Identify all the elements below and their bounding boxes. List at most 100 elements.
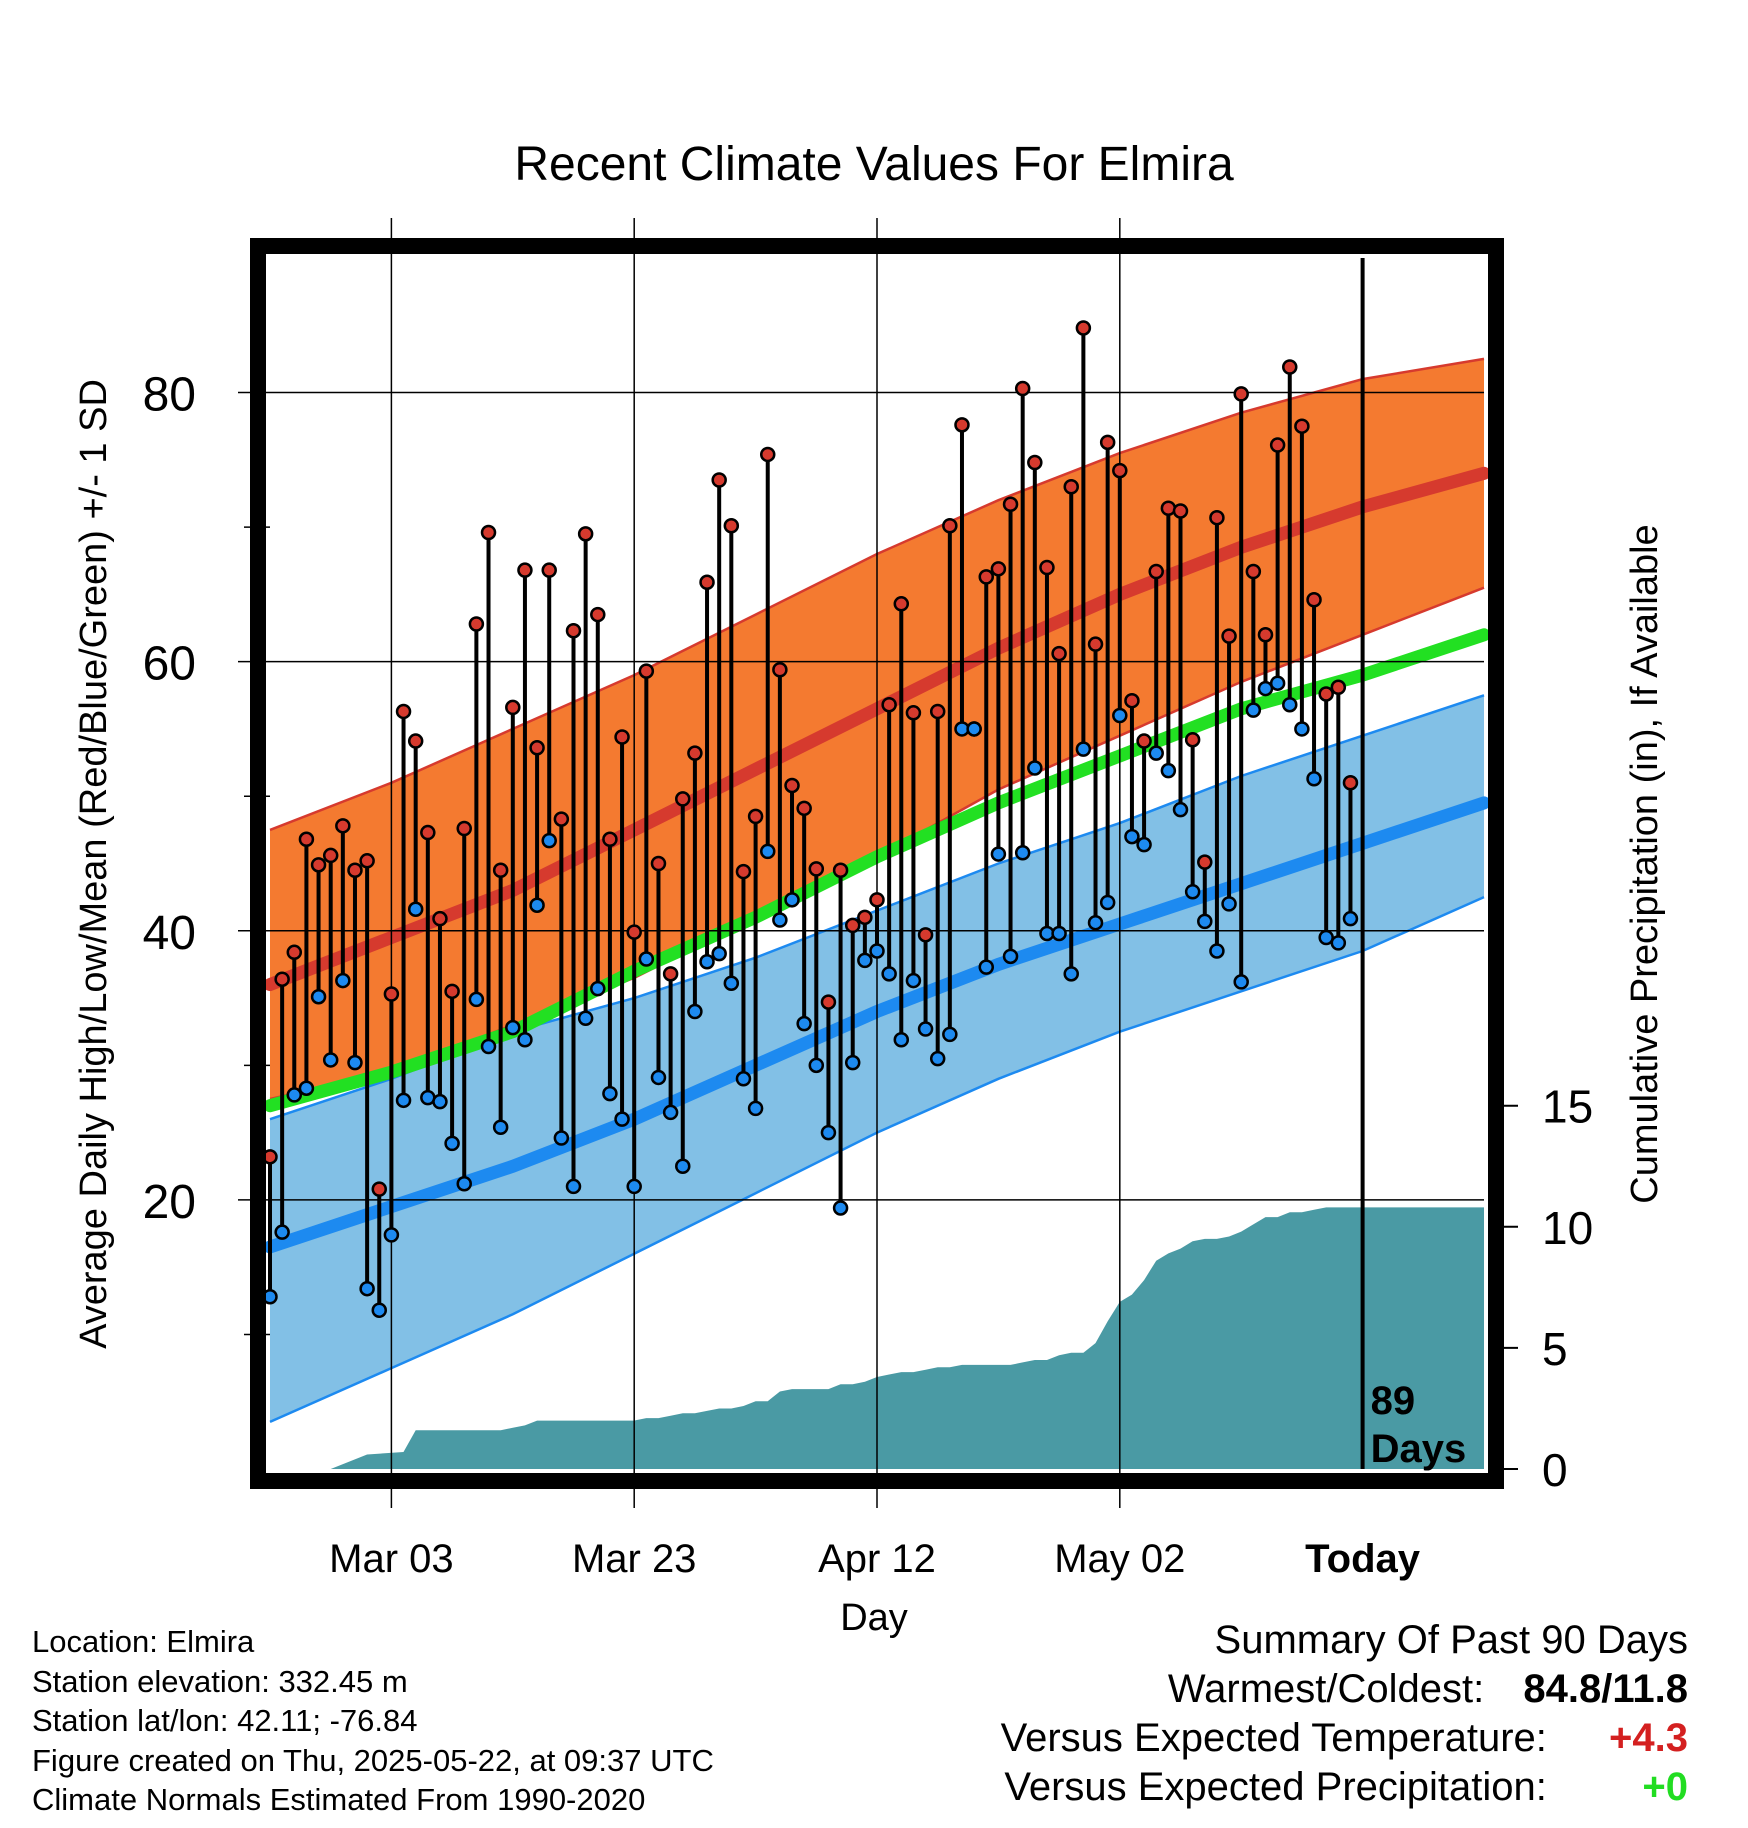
daily-low-marker (517, 1032, 533, 1048)
daily-low-marker (1124, 828, 1140, 845)
x-tick-label: Mar 03 (329, 1537, 454, 1581)
daily-low-marker (553, 1130, 570, 1146)
daily-low-marker (1087, 914, 1104, 931)
daily-low-marker (1148, 745, 1164, 761)
daily-high-marker (322, 847, 339, 864)
daily-high-marker (1075, 320, 1092, 336)
daily-high-marker (1330, 679, 1347, 695)
daily-low-marker (395, 1092, 412, 1109)
daily-low-marker (407, 901, 424, 917)
daily-high-marker (1221, 628, 1237, 644)
created-text: Figure created on Thu, 2025-05-22, at 09… (32, 1742, 714, 1778)
daily-high-marker (383, 986, 400, 1002)
daily-high-marker (735, 863, 752, 880)
daily-high-marker (395, 703, 412, 720)
y-tick-label-left: 20 (143, 1176, 196, 1229)
warmest-coldest-label: Warmest/Coldest: (1167, 1667, 1485, 1711)
daily-low-marker (480, 1038, 497, 1055)
daily-low-marker (298, 1080, 315, 1096)
daily-high-marker (954, 417, 970, 433)
daily-low-marker (590, 980, 606, 997)
location-text: Location: Elmira (32, 1624, 255, 1659)
today-days-label: 89 (1371, 1379, 1416, 1423)
daily-low-marker (602, 1085, 618, 1102)
daily-low-marker (614, 1111, 630, 1127)
daily-high-marker (517, 562, 533, 578)
daily-high-marker (614, 729, 630, 745)
daily-high-marker (1184, 731, 1201, 748)
plot-frame (250, 238, 1504, 1489)
daily-low-marker (905, 972, 922, 989)
daily-high-marker (420, 824, 436, 841)
precip-row: Versus Expected Precipitation: +0 (1001, 1763, 1688, 1812)
daily-low-marker (723, 975, 740, 992)
daily-high-marker (565, 622, 582, 639)
daily-high-marker (784, 777, 800, 794)
daily-low-marker (1318, 929, 1334, 946)
normals-text: Climate Normals Estimated From 1990-2020 (32, 1782, 646, 1817)
temp-label: Versus Expected Temperature: (1000, 1716, 1547, 1760)
daily-low-marker (468, 991, 485, 1008)
coldest-value: 11.8 (1612, 1667, 1688, 1711)
daily-low-marker (1342, 910, 1359, 927)
daily-low-marker (1282, 696, 1298, 713)
daily-low-marker (505, 1019, 521, 1036)
daily-low-marker (1209, 943, 1225, 959)
daily-low-marker (1160, 762, 1177, 779)
y-tick-label-right: 15 (1542, 1081, 1593, 1133)
daily-high-marker (456, 820, 472, 837)
daily-low-marker (1172, 801, 1189, 818)
daily-low-marker (820, 1124, 837, 1141)
warmest-value: 84.8 (1523, 1667, 1602, 1711)
daily-high-marker (881, 696, 897, 713)
daily-high-marker (990, 561, 1007, 577)
x-axis-label: Day (840, 1597, 908, 1639)
daily-high-marker (1027, 454, 1043, 471)
daily-high-marker (505, 699, 521, 716)
daily-low-marker (1245, 702, 1262, 718)
daily-low-marker (687, 1003, 703, 1020)
daily-low-marker (359, 1280, 375, 1297)
daily-low-marker (1294, 721, 1310, 737)
daily-low-marker (869, 943, 885, 959)
daily-low-marker (1002, 948, 1019, 965)
daily-high-marker (444, 983, 460, 1000)
y-tick-label-right: 0 (1542, 1444, 1568, 1496)
daily-high-marker (432, 910, 448, 927)
daily-high-marker (590, 606, 606, 623)
daily-low-marker (1099, 894, 1116, 911)
daily-high-marker (759, 446, 776, 463)
daily-high-marker (1209, 509, 1225, 526)
daily-high-marker (772, 661, 788, 678)
daily-low-marker (711, 945, 727, 962)
y-tick-label-right: 10 (1542, 1202, 1593, 1254)
temp-row: Versus Expected Temperature: +4.3 (1001, 1714, 1688, 1763)
daily-high-marker (1257, 627, 1274, 643)
precip-value: +0 (1642, 1765, 1688, 1809)
daily-low-marker (1306, 770, 1322, 787)
daily-high-marker (1318, 686, 1334, 702)
daily-high-marker (1063, 478, 1079, 495)
daily-low-marker (347, 1054, 363, 1071)
daily-high-marker (675, 791, 691, 807)
daily-low-marker (1014, 844, 1031, 861)
daily-low-marker (1136, 836, 1152, 853)
daily-low-marker (796, 1015, 812, 1032)
daily-high-marker (310, 857, 327, 873)
daily-low-marker (1051, 925, 1067, 942)
daily-low-marker (772, 912, 788, 928)
daily-high-marker (1342, 775, 1359, 791)
daily-low-marker (432, 1093, 448, 1110)
daily-low-marker (492, 1119, 509, 1135)
daily-low-marker (1075, 741, 1092, 757)
daily-low-marker (699, 953, 715, 970)
plot-area: 20 40 60 80 0 5 10 15 Mar 03 Mar 23 Apr 12 May 02 To… (143, 218, 1593, 1581)
daily-low-marker (978, 959, 995, 975)
daily-low-marker (929, 1050, 946, 1067)
daily-low-marker (735, 1071, 752, 1087)
daily-high-marker (1124, 692, 1140, 709)
daily-high-marker (468, 616, 485, 632)
daily-high-marker (687, 745, 703, 761)
daily-high-marker (905, 705, 922, 721)
